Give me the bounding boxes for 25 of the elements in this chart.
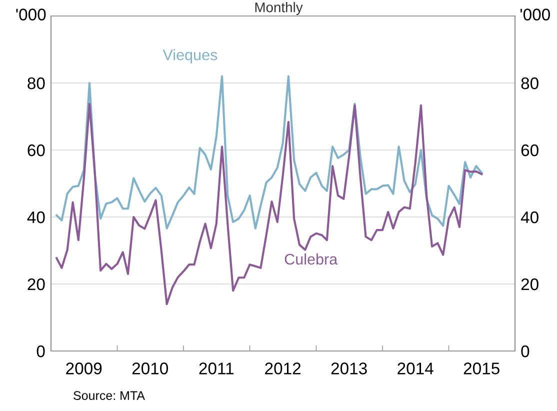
y2-tick-label: 40 xyxy=(520,211,538,224)
y2-tick-label: 20 xyxy=(521,278,538,290)
series-label: Culebra xyxy=(284,253,338,265)
x-tick-label: 2013 xyxy=(331,362,367,374)
y-tick-label: 80 xyxy=(28,77,45,90)
x-tick-label: 2011 xyxy=(199,362,234,374)
series-label: Vieques xyxy=(162,49,218,64)
y2-axis-title: '000 xyxy=(520,8,550,20)
x-tick-label: 2012 xyxy=(265,362,301,374)
chart-title: Monthly xyxy=(255,2,303,15)
source-note: Source: MTA xyxy=(74,391,145,400)
x-tick-label: 2009 xyxy=(66,362,102,374)
y-axis-title: '000 xyxy=(16,8,46,20)
y2-tick-label: 0 xyxy=(521,345,530,358)
y-tick-label: 20 xyxy=(28,278,45,290)
x-tick-label: 2014 xyxy=(398,362,434,374)
y2-tick-label: 80 xyxy=(521,77,538,90)
y-tick-label: 40 xyxy=(27,211,45,224)
y2-tick-label: 60 xyxy=(521,144,538,156)
x-tick-label: 2010 xyxy=(132,362,168,374)
line-series xyxy=(56,75,483,230)
y-tick-label: 60 xyxy=(28,144,45,156)
y-tick-label: 0 xyxy=(36,345,45,358)
x-tick-label: 2015 xyxy=(464,362,500,374)
line-series xyxy=(56,102,483,306)
